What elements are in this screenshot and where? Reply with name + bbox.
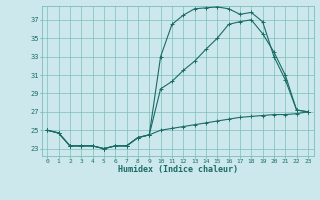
X-axis label: Humidex (Indice chaleur): Humidex (Indice chaleur): [118, 165, 237, 174]
